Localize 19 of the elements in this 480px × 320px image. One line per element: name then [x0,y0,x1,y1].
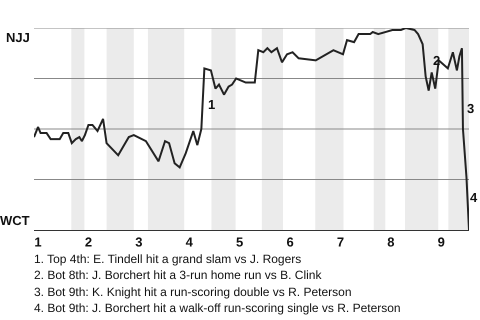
x-tick-label: 4 [186,234,194,250]
x-tick-label: 8 [387,234,394,250]
annotation: 1 [208,97,216,112]
x-tick-label: 6 [286,234,294,250]
text: NJJ [6,30,30,45]
annotation: 2 [433,53,440,68]
x-tick-label: 3 [135,234,142,250]
annotation: 4 [470,190,478,205]
annotation: 3 [467,101,474,116]
text: WCT [0,213,30,228]
x-tick-label: 5 [236,234,244,250]
x-tick-label: 2 [84,234,92,250]
text: 2. Bot 8th: J. Borchert hit a 3-run home run vs B. Clink [34,268,322,282]
x-tick-label: 9 [438,234,445,250]
x-tick-label: 7 [336,234,344,250]
text: 4. Bot 9th: J. Borchert hit a walk-off run-scoring single vs R. Peterson [34,301,401,315]
x-tick-label: 1 [34,234,42,250]
text: 1. Top 4th: E. Tindell hit a grand slam vs J. Rogers [34,252,302,266]
text: 3. Bot 9th: K. Knight hit a run-scoring double vs R. Peterson [34,285,352,299]
